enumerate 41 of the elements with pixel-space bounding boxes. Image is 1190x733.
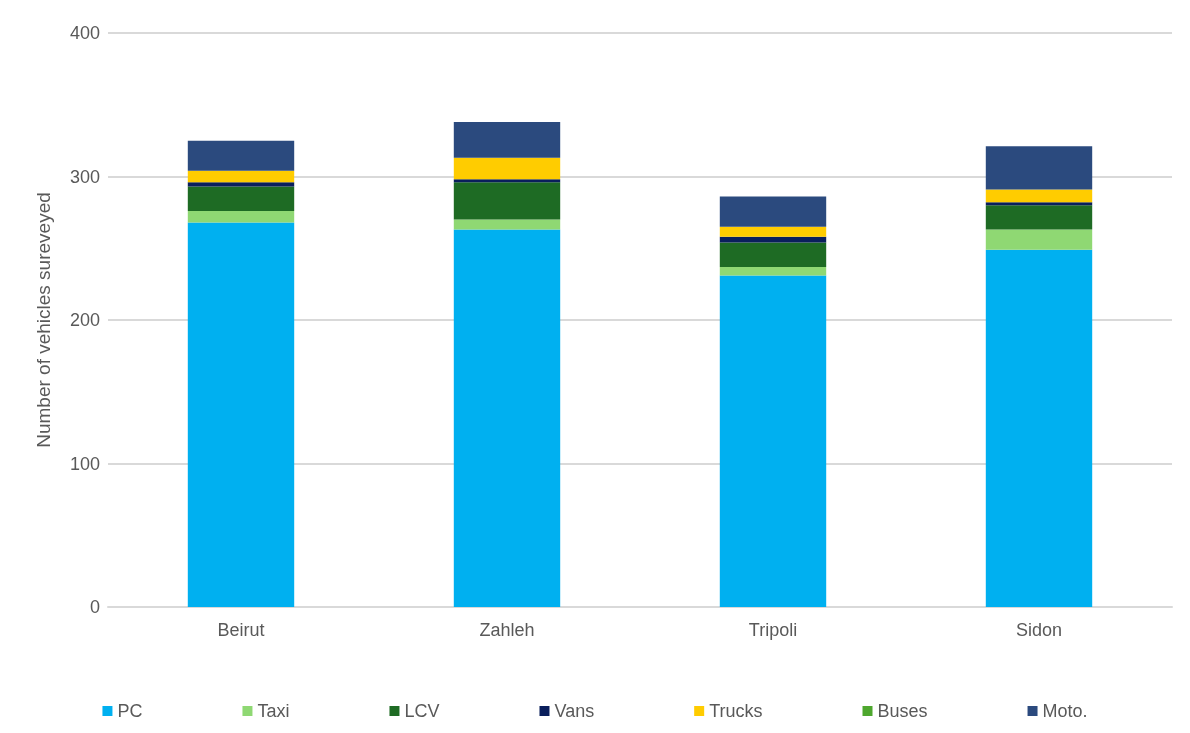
legend-label: Buses xyxy=(877,701,928,721)
bar xyxy=(985,189,1093,203)
y-tick-label: 100 xyxy=(69,453,100,474)
bar xyxy=(985,202,1093,206)
legend-label: Taxi xyxy=(257,701,290,721)
y-tick-label: 300 xyxy=(69,166,100,187)
x-tick-label: Sidon xyxy=(1015,620,1063,640)
x-tick-label: Beirut xyxy=(217,620,265,640)
x-tick-label: Tripoli xyxy=(748,620,798,640)
bar xyxy=(453,121,561,158)
legend-label: Vans xyxy=(554,701,595,721)
bar xyxy=(453,179,561,183)
bar xyxy=(187,210,295,223)
bar xyxy=(719,275,827,607)
bar xyxy=(719,196,827,227)
y-tick-label: 400 xyxy=(69,23,100,43)
legend-label: LCV xyxy=(404,701,440,721)
legend-label: Moto. xyxy=(1042,701,1088,721)
legend-label: PC xyxy=(117,701,143,721)
legend-label: Trucks xyxy=(709,701,763,721)
bar xyxy=(719,266,827,276)
y-tick-label: 0 xyxy=(89,597,100,617)
bar xyxy=(187,182,295,187)
y-axis-title: Number of vehicles sureveyed xyxy=(33,192,54,448)
bar xyxy=(453,219,561,230)
bar xyxy=(985,146,1093,190)
bar xyxy=(719,242,827,267)
bar xyxy=(453,182,561,220)
bar xyxy=(187,170,295,183)
bar xyxy=(985,205,1093,230)
x-tick-label: Zahleh xyxy=(479,620,535,640)
bar xyxy=(187,222,295,607)
bar xyxy=(985,229,1093,250)
bar xyxy=(719,226,827,237)
y-tick-label: 200 xyxy=(69,310,100,330)
bar xyxy=(719,236,827,243)
bar xyxy=(985,249,1093,607)
bar xyxy=(187,186,295,211)
bar xyxy=(187,140,295,171)
bar xyxy=(453,229,561,607)
bar xyxy=(453,157,561,180)
